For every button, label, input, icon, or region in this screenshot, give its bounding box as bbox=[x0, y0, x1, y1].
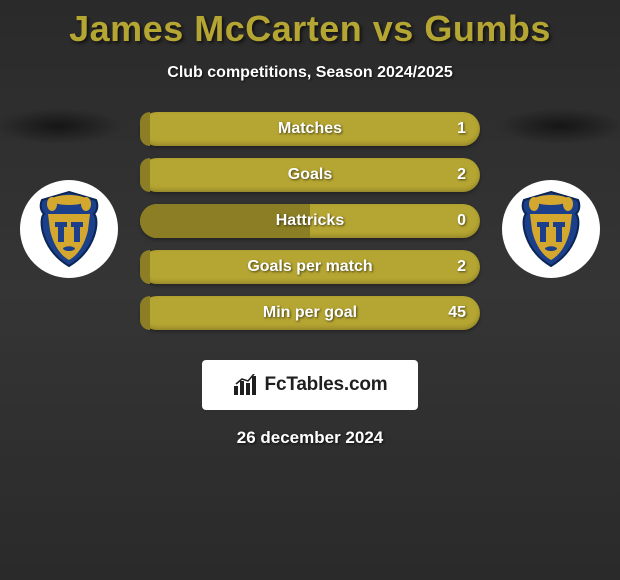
branding-text: FcTables.com bbox=[265, 374, 388, 396]
stat-label: Matches bbox=[140, 112, 480, 146]
date-label: 26 december 2024 bbox=[0, 428, 620, 448]
stat-value-right: 0 bbox=[457, 204, 466, 238]
stat-bars: Matches1Goals2Hattricks0Goals per match2… bbox=[140, 112, 480, 342]
stat-label: Goals per match bbox=[140, 250, 480, 284]
stat-row: Goals per match2 bbox=[140, 250, 480, 284]
stat-row: Goals2 bbox=[140, 158, 480, 192]
team-crest-right bbox=[502, 180, 600, 278]
shield-icon bbox=[34, 190, 104, 268]
shield-icon bbox=[516, 190, 586, 268]
subtitle: Club competitions, Season 2024/2025 bbox=[0, 64, 620, 82]
stat-label: Goals bbox=[140, 158, 480, 192]
player-shadow-right bbox=[496, 108, 620, 144]
page-title: James McCarten vs Gumbs bbox=[0, 0, 620, 50]
stat-row: Hattricks0 bbox=[140, 204, 480, 238]
stat-value-right: 45 bbox=[448, 296, 466, 330]
player-shadow-left bbox=[0, 108, 124, 144]
stat-value-right: 2 bbox=[457, 158, 466, 192]
stat-value-right: 1 bbox=[457, 112, 466, 146]
stat-row: Min per goal45 bbox=[140, 296, 480, 330]
team-crest-left bbox=[20, 180, 118, 278]
stat-row: Matches1 bbox=[140, 112, 480, 146]
stat-label: Hattricks bbox=[140, 204, 480, 238]
bars-icon bbox=[233, 374, 259, 396]
stat-value-right: 2 bbox=[457, 250, 466, 284]
stat-label: Min per goal bbox=[140, 296, 480, 330]
branding-badge: FcTables.com bbox=[202, 360, 418, 410]
stats-comparison: Matches1Goals2Hattricks0Goals per match2… bbox=[0, 112, 620, 342]
